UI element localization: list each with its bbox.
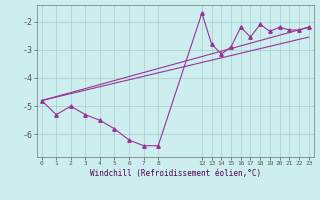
X-axis label: Windchill (Refroidissement éolien,°C): Windchill (Refroidissement éolien,°C) xyxy=(90,169,261,178)
